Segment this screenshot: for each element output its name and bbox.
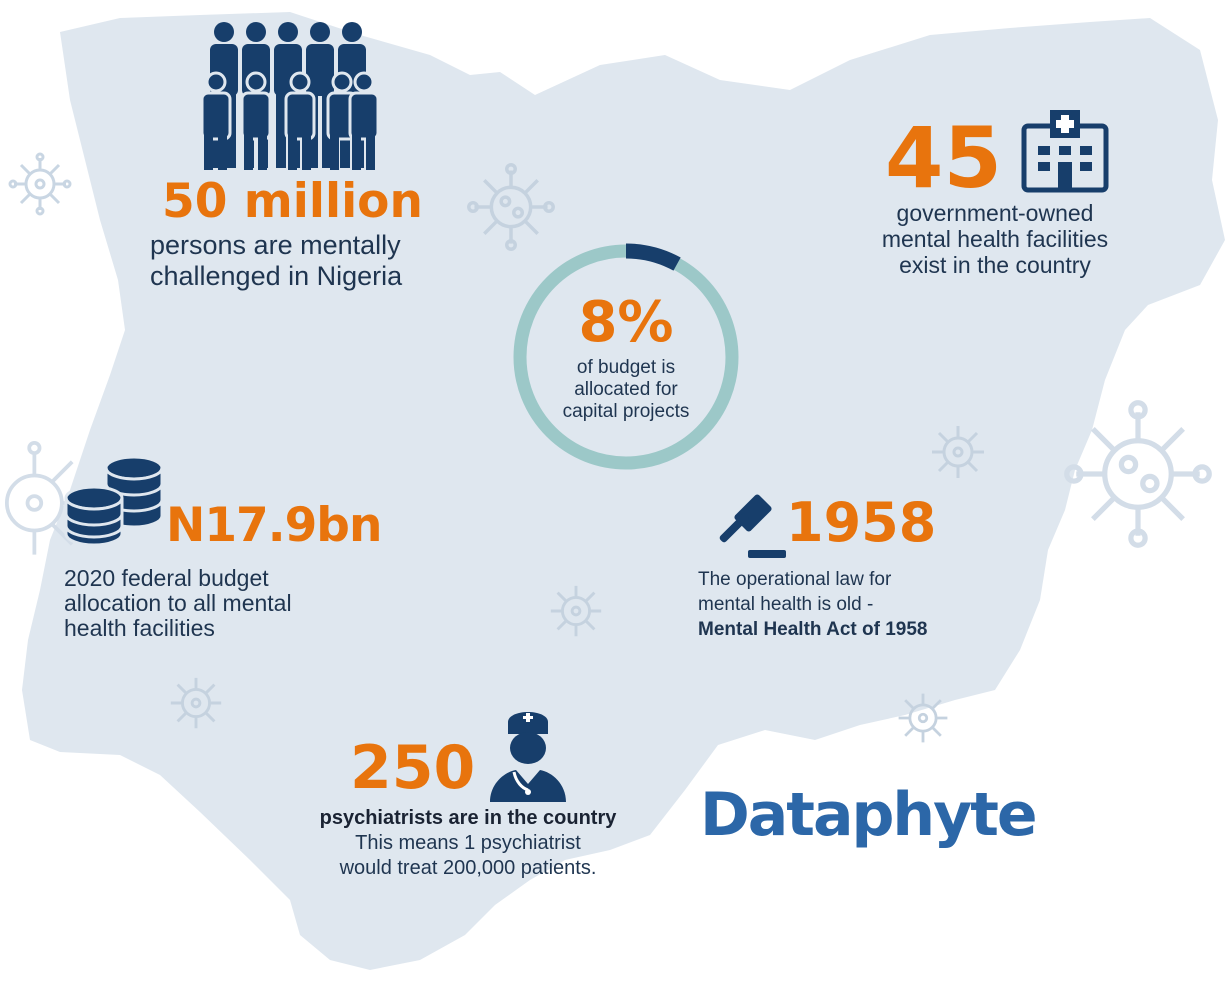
budget-desc-line: allocated for xyxy=(574,379,678,400)
psychiatrists-value: 250 xyxy=(350,733,476,803)
virus-decoration-icon xyxy=(1064,400,1212,548)
donut-highlight-arc xyxy=(625,243,681,271)
population-desc-line: challenged in Nigeria xyxy=(150,261,403,291)
virus-decoration-icon xyxy=(170,677,222,729)
psychiatrists-desc-headline: psychiatrists are in the country xyxy=(319,807,617,829)
facilities-description: government-owned mental health facilitie… xyxy=(840,200,1150,278)
psychiatrists-desc-line: This means 1 psychiatrist xyxy=(355,832,581,854)
budget-share-description: of budget is allocated for capital proje… xyxy=(510,357,742,423)
people-group-icon xyxy=(200,22,380,170)
budget-desc-line: of budget is xyxy=(576,357,676,378)
virus-decoration-icon xyxy=(467,163,555,251)
population-desc-line: persons are mentally xyxy=(150,230,401,260)
budget-share-block: 8% of budget is allocated for capital pr… xyxy=(510,295,742,423)
virus-decoration-icon xyxy=(898,693,948,743)
virus-decoration-icon xyxy=(8,152,72,216)
facilities-desc-line: mental health facilities xyxy=(881,226,1109,252)
psychiatrists-description: psychiatrists are in the country This me… xyxy=(296,806,640,881)
facilities-value: 45 xyxy=(885,109,1002,207)
allocation-desc-line: health facilities xyxy=(64,615,215,641)
hospital-icon xyxy=(1021,110,1109,193)
budget-desc-line: capital projects xyxy=(562,401,690,422)
law-desc-line: The operational law for xyxy=(698,569,892,590)
law-desc-line: mental health is old - xyxy=(698,594,874,615)
facilities-desc-line: exist in the country xyxy=(899,252,1091,278)
allocation-description: 2020 federal budget allocation to all me… xyxy=(64,566,292,641)
doctor-icon xyxy=(490,712,566,802)
virus-decoration-icon xyxy=(550,585,602,637)
coins-stack-icon xyxy=(64,455,164,547)
allocation-value: N17.9bn xyxy=(166,498,382,553)
allocation-desc-line: allocation to all mental xyxy=(64,590,292,616)
allocation-desc-line: 2020 federal budget xyxy=(64,565,269,591)
population-description: persons are mentally challenged in Niger… xyxy=(150,230,402,292)
facilities-desc-line: government-owned xyxy=(896,200,1094,226)
law-act-name: Mental Health Act of 1958 xyxy=(698,619,928,640)
dataphyte-logo: Dataphyte xyxy=(700,780,1038,850)
law-year-value: 1958 xyxy=(786,491,937,554)
population-value: 50 million xyxy=(162,174,423,229)
budget-donut-chart xyxy=(513,243,739,470)
virus-decoration-icon xyxy=(4,440,97,555)
psychiatrists-desc-line: would treat 200,000 patients. xyxy=(339,857,597,879)
law-description: The operational law for mental health is… xyxy=(698,567,927,642)
gavel-icon xyxy=(719,494,786,558)
budget-share-value: 8% xyxy=(578,290,674,355)
virus-decoration-icon xyxy=(932,426,984,478)
